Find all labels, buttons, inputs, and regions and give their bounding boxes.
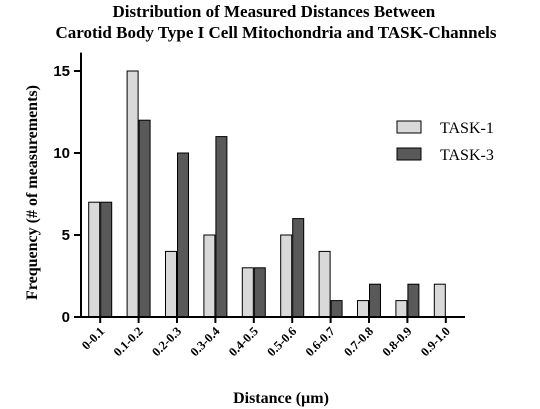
legend-label-task-1: TASK-1 bbox=[440, 120, 494, 137]
bar-task-1-0.9-1.0 bbox=[433, 283, 446, 318]
x-axis-label: Distance (µm) bbox=[233, 390, 329, 407]
x-tick-label: 0.7-0.8 bbox=[341, 324, 376, 359]
chart-title-line-2: Carotid Body Type I Cell Mitochondria an… bbox=[56, 23, 497, 42]
bar-task-1-0.5-0.6 bbox=[280, 234, 293, 318]
bar-task-1-0.8-0.9 bbox=[395, 300, 408, 318]
bar-task-3-0.7-0.8 bbox=[369, 283, 381, 318]
bar-task-1-0.2-0.3 bbox=[165, 250, 177, 318]
bar-task-3-0.3-0.4 bbox=[215, 136, 228, 318]
bars bbox=[88, 70, 446, 318]
legend: TASK-1 TASK-3 bbox=[396, 120, 494, 164]
bar-task-3-0.2-0.3 bbox=[177, 152, 189, 318]
bar-task-3-0.8-0.9 bbox=[407, 283, 420, 318]
x-tick-label: 0.1-0.2 bbox=[111, 324, 146, 359]
chart-title: Distribution of Measured Distances Betwe… bbox=[56, 2, 497, 42]
y-tick-label: 0 bbox=[62, 309, 70, 326]
bar-task-1-0.1-0.2 bbox=[126, 70, 139, 318]
x-tick-label: 0.6-0.7 bbox=[303, 324, 338, 359]
x-tick-label: 0.2-0.3 bbox=[149, 324, 184, 359]
bar-task-1-0.4-0.5 bbox=[241, 267, 254, 318]
y-tick-label: 10 bbox=[53, 145, 70, 162]
x-tick-label: 0.8-0.9 bbox=[380, 324, 415, 359]
legend-swatch-task-3 bbox=[396, 147, 422, 161]
y-tick-label: 5 bbox=[62, 227, 70, 244]
bar-task-1-0.6-0.7 bbox=[318, 250, 331, 318]
x-axis-ticks: 0-0.1 0.1-0.2 0.2-0.3 0.3-0.4 0.4-0.5 0.5-0.6… bbox=[79, 317, 453, 359]
bar-task-3-0.5-0.6 bbox=[292, 218, 305, 318]
y-axis-label: Frequency (# of measurements) bbox=[24, 85, 41, 300]
x-tick-label: 0.5-0.6 bbox=[264, 324, 299, 359]
x-tick-label: 0-0.1 bbox=[79, 324, 107, 352]
bar-task-3-0.4-0.5 bbox=[253, 267, 266, 318]
x-tick-label: 0.9-1.0 bbox=[418, 324, 453, 359]
chart-title-line-1: Distribution of Measured Distances Betwe… bbox=[113, 2, 436, 21]
bar-task-1-0.3-0.4 bbox=[203, 234, 216, 318]
y-tick-label: 15 bbox=[53, 63, 70, 80]
x-tick-label: 0.3-0.4 bbox=[188, 324, 223, 359]
legend-label-task-3: TASK-3 bbox=[440, 147, 494, 164]
bar-task-1-0-0.1 bbox=[88, 201, 101, 318]
bar-task-3-0.1-0.2 bbox=[138, 119, 151, 318]
y-axis-ticks: 0 5 10 15 bbox=[53, 63, 81, 326]
bar-task-3-0.6-0.7 bbox=[330, 300, 343, 318]
bar-task-3-0-0.1 bbox=[100, 201, 113, 318]
x-tick-label: 0.4-0.5 bbox=[226, 324, 261, 359]
bar-task-1-0.7-0.8 bbox=[357, 300, 369, 318]
legend-swatch-task-1 bbox=[396, 120, 422, 134]
